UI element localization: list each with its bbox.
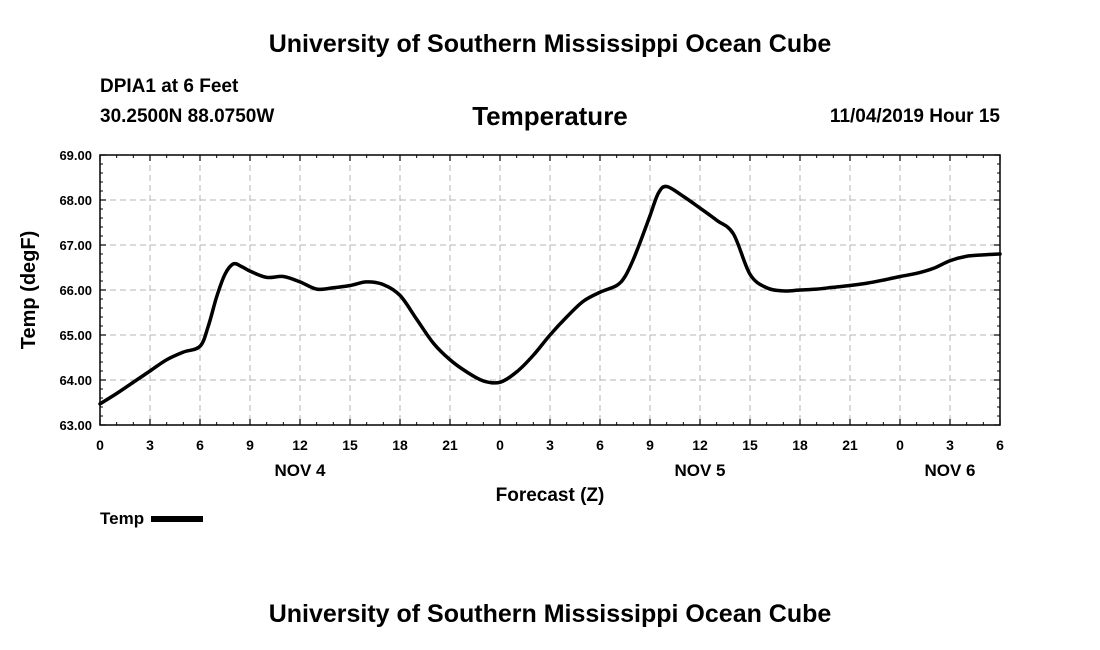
coordinates-label: 30.2500N 88.0750W bbox=[100, 106, 275, 127]
chart-title: Temperature bbox=[472, 101, 628, 131]
x-tick-label: 21 bbox=[442, 437, 458, 453]
x-tick-label: 0 bbox=[896, 437, 904, 453]
x-tick-label: 18 bbox=[392, 437, 408, 453]
y-tick-label: 69.00 bbox=[59, 148, 92, 163]
legend-swatch bbox=[151, 516, 204, 522]
day-label: NOV 6 bbox=[924, 461, 975, 480]
x-axis-title: Forecast (Z) bbox=[496, 485, 605, 506]
y-tick-label: 68.00 bbox=[59, 193, 92, 208]
series-layer bbox=[98, 184, 1002, 406]
x-tick-label: 6 bbox=[596, 437, 604, 453]
x-tick-label: 0 bbox=[496, 437, 504, 453]
y-axis-title: Temp (degF) bbox=[18, 231, 40, 350]
x-tick-label: 6 bbox=[996, 437, 1004, 453]
x-tick-label: 9 bbox=[246, 437, 254, 453]
day-label: NOV 5 bbox=[674, 461, 725, 480]
page-title: University of Southern Mississippi Ocean… bbox=[268, 30, 832, 58]
x-tick-label: 15 bbox=[742, 437, 758, 453]
y-tick-label: 64.00 bbox=[59, 373, 92, 388]
x-tick-label: 9 bbox=[646, 437, 654, 453]
axis-labels: 0 3 6 9 12 15 18 21 0 3 6 9 12 15 18 21 0 3 6 NOV 4 NOV 5 NOV… bbox=[18, 148, 1004, 506]
x-tick-label: 12 bbox=[292, 437, 308, 453]
station-label: DPIA1 at 6 Feet bbox=[100, 76, 239, 97]
x-tick-label: 18 bbox=[792, 437, 808, 453]
x-tick-label: 21 bbox=[842, 437, 858, 453]
x-tick-label: 3 bbox=[546, 437, 554, 453]
x-tick-label: 15 bbox=[342, 437, 358, 453]
y-tick-label: 67.00 bbox=[59, 238, 92, 253]
x-tick-label: 3 bbox=[146, 437, 154, 453]
y-tick-label: 63.00 bbox=[59, 418, 92, 433]
day-label: NOV 4 bbox=[274, 461, 326, 480]
legend: Temp bbox=[100, 509, 204, 529]
plot-frame bbox=[99, 154, 1001, 426]
footer-title: University of Southern Mississippi Ocean… bbox=[268, 600, 832, 628]
run-time-label: 11/04/2019 Hour 15 bbox=[829, 106, 1000, 127]
x-tick-label: 0 bbox=[96, 437, 104, 453]
temp-series-line bbox=[98, 184, 1002, 406]
legend-label: Temp bbox=[100, 509, 145, 528]
x-tick-label: 12 bbox=[692, 437, 708, 453]
y-tick-label: 65.00 bbox=[59, 328, 92, 343]
grid-lines bbox=[100, 155, 1000, 425]
x-tick-label: 3 bbox=[946, 437, 954, 453]
y-tick-label: 66.00 bbox=[59, 283, 92, 298]
x-tick-label: 6 bbox=[196, 437, 204, 453]
